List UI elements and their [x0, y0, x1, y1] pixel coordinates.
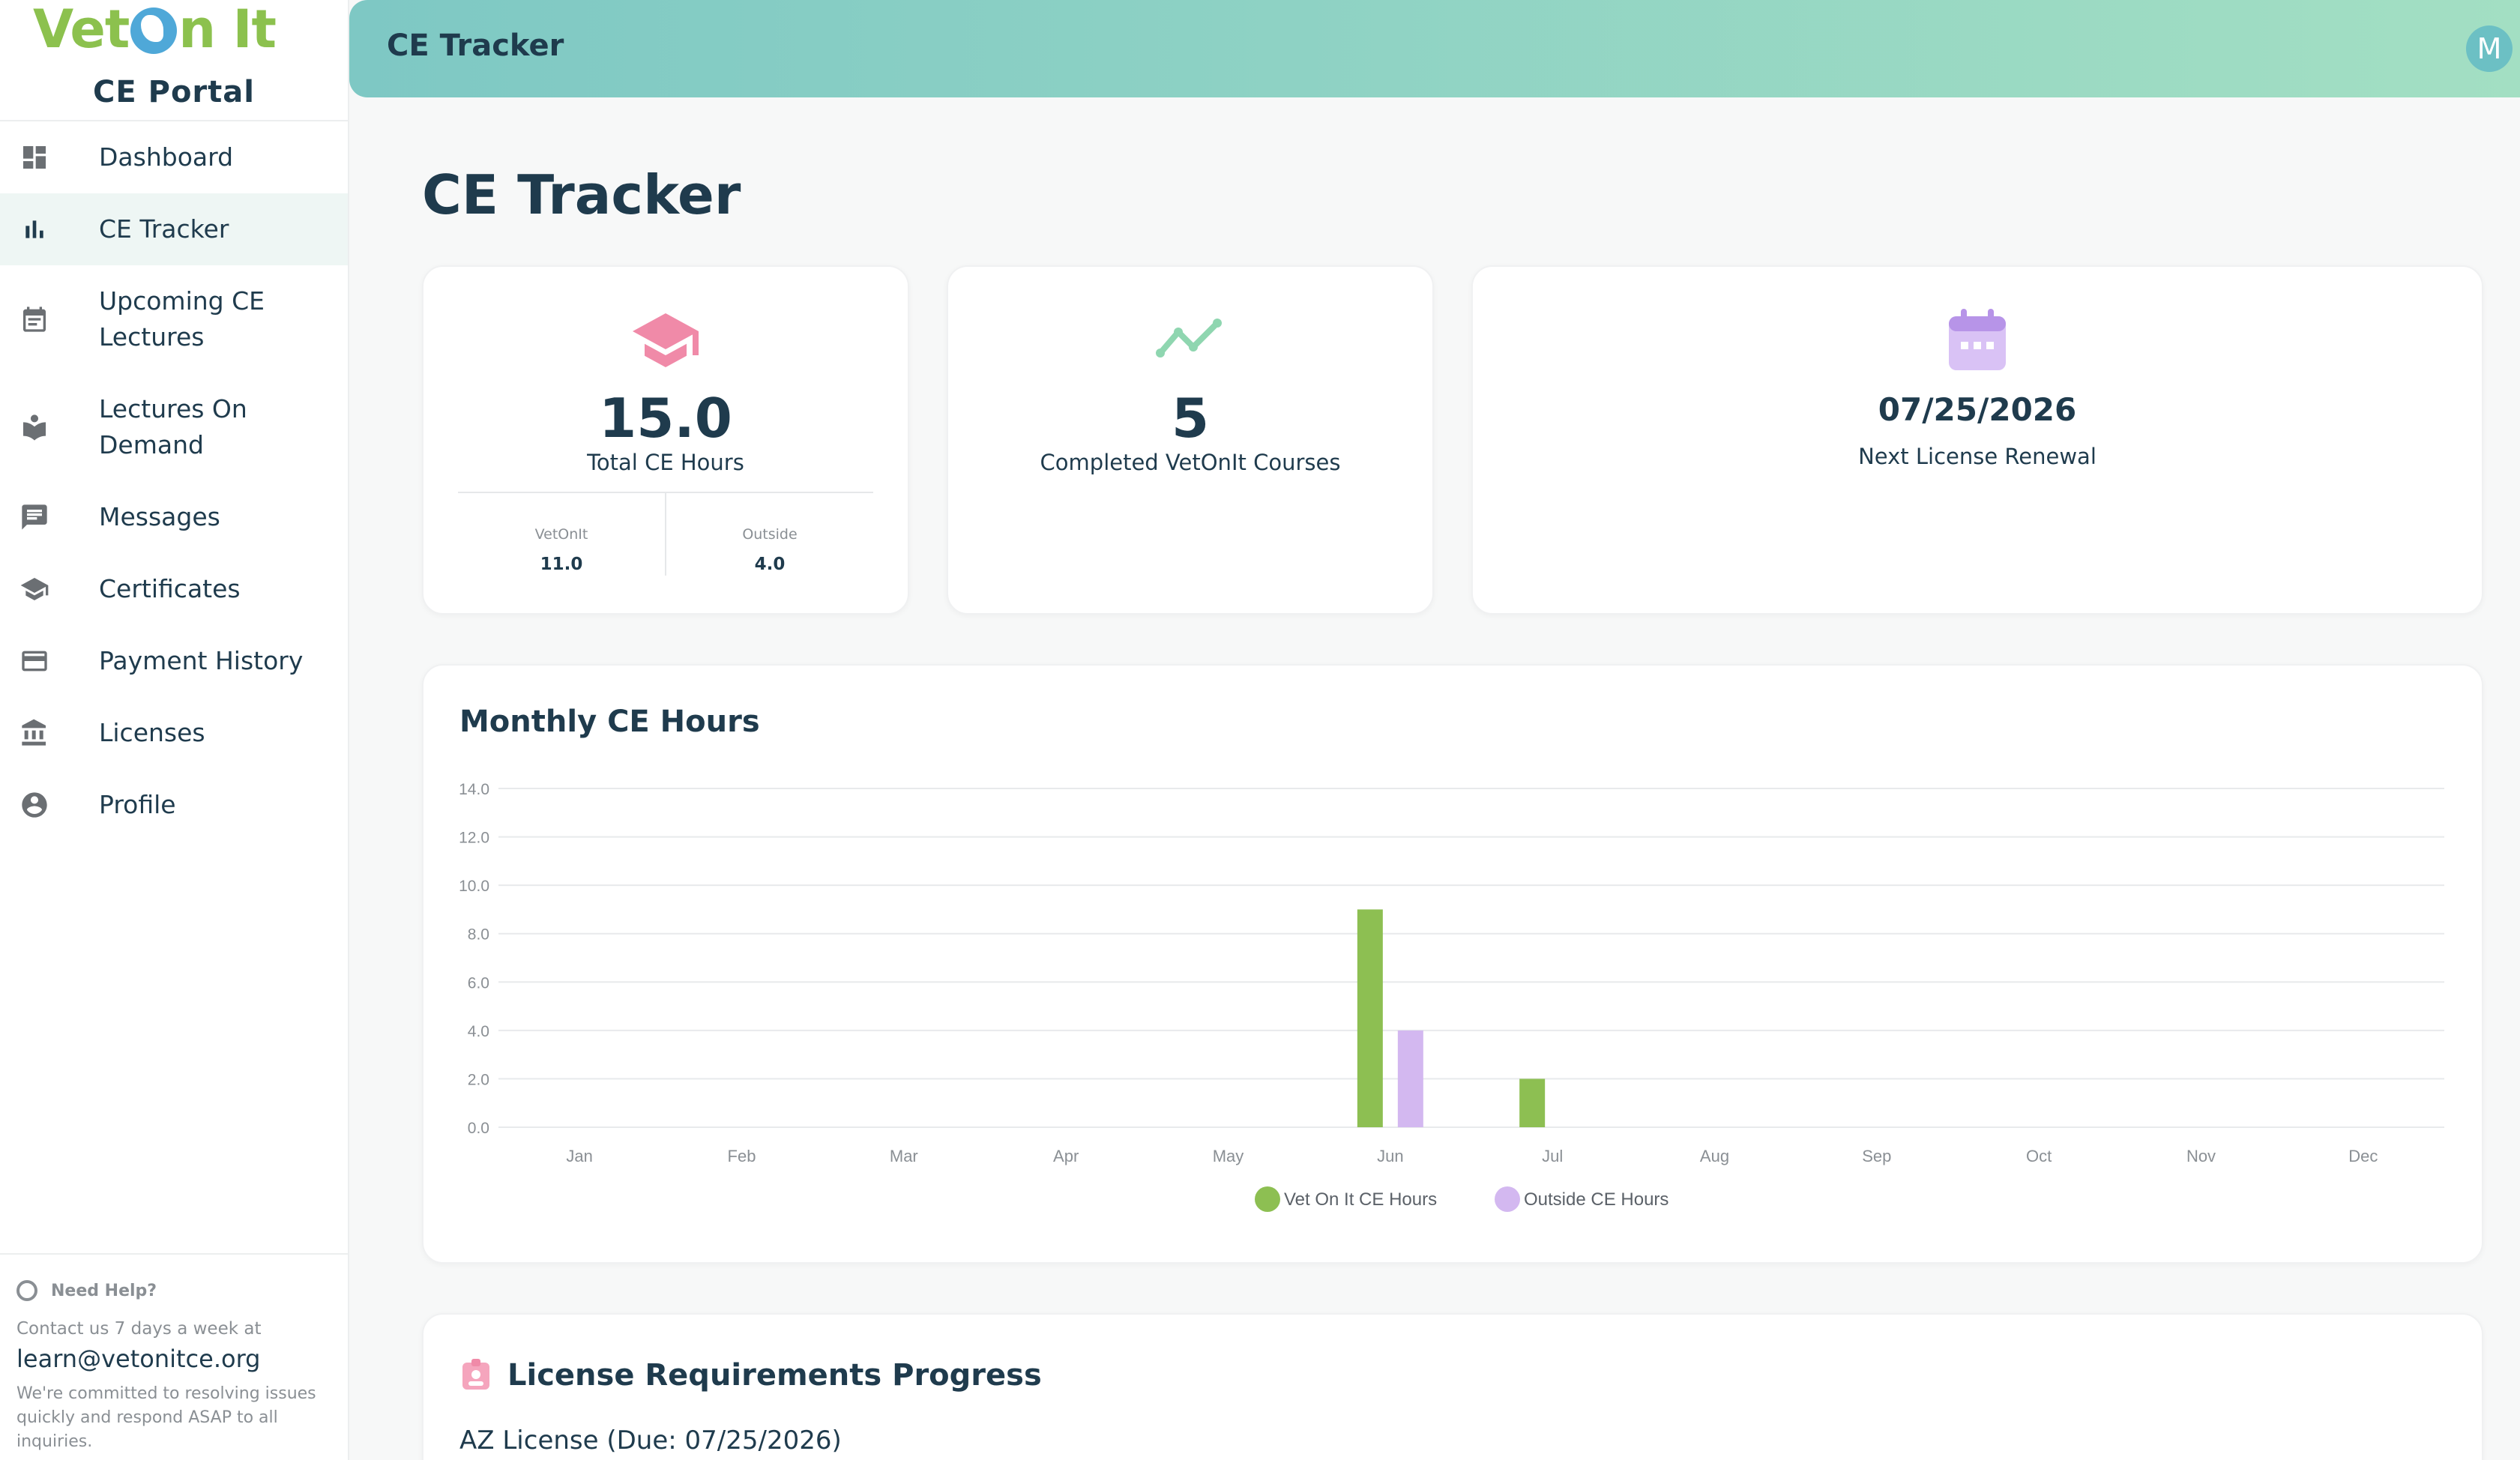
sidebar-item-label: Certificates [99, 574, 241, 603]
sidebar-item-label: Upcoming CE Lectures [99, 286, 265, 352]
sidebar-item-profile[interactable]: Profile [0, 769, 348, 841]
trending-up-icon [948, 312, 1432, 364]
credit-card-icon [18, 645, 51, 678]
x-tick-label: Jun [1377, 1147, 1403, 1165]
y-tick-label: 4.0 [468, 1023, 489, 1040]
monthly-hours-chart: 0.0 2.0 4.0 6.0 8.0 10.0 12.0 14.0 Jan Feb Mar Apr M… [459, 781, 2444, 1212]
outside-hours-value: 4.0 [754, 555, 786, 574]
completed-courses-label: Completed VetOnIt Courses [1040, 450, 1341, 475]
logo-text-left: Vet [33, 0, 130, 60]
sidebar-item-dashboard[interactable]: Dashboard [0, 121, 348, 193]
x-tick-label: May [1213, 1147, 1244, 1165]
page-title: CE Tracker [422, 163, 741, 226]
help-email-link[interactable]: learn@vetonitce.org [16, 1345, 261, 1373]
calendar-list-icon [18, 303, 51, 336]
sidebar-item-label: Dashboard [99, 142, 234, 172]
bar [1519, 1079, 1546, 1127]
graduation-cap-icon [423, 304, 908, 376]
account-circle-icon [18, 788, 51, 821]
help-note: We're committed to resolving issues quic… [16, 1384, 316, 1451]
total-hours-card: 15.0 Total CE Hours VetOnIt 11.0 Outside… [422, 265, 909, 615]
legend-label: Vet On It CE Hours [1284, 1189, 1437, 1210]
bank-icon [18, 717, 51, 749]
sidebar-item-label: Licenses [99, 718, 205, 747]
graduation-cap-icon [18, 573, 51, 606]
legend-swatch [1255, 1186, 1280, 1212]
header-title: CE Tracker [387, 28, 564, 63]
completed-courses-value: 5 [1171, 387, 1210, 450]
y-tick-label: 10.0 [459, 878, 489, 895]
y-tick-label: 6.0 [468, 974, 489, 992]
y-tick-label: 12.0 [459, 830, 489, 847]
avatar[interactable]: M [2466, 25, 2513, 72]
x-tick-label: Nov [2186, 1147, 2216, 1165]
logo-wordmark: Vet n It [33, 0, 277, 60]
x-tick-label: Aug [1700, 1147, 1729, 1165]
x-tick-label: Feb [728, 1147, 756, 1165]
sidebar-item-certificates[interactable]: Certificates [0, 553, 348, 625]
y-tick-label: 8.0 [468, 926, 489, 944]
sidebar-item-payment-history[interactable]: Payment History [0, 625, 348, 697]
help-section: Need Help? Contact us 7 days a week at l… [0, 1253, 348, 1454]
help-title-text: Need Help? [51, 1281, 157, 1300]
sidebar-item-lectures-on-demand[interactable]: Lectures On Demand [0, 373, 348, 481]
vetonit-hours-value: 11.0 [540, 555, 583, 574]
x-tick-label: Jan [566, 1147, 592, 1165]
dashboard-icon [18, 141, 51, 174]
logo-text-right: n It [178, 0, 277, 60]
help-contact-line: Contact us 7 days a week at [16, 1319, 262, 1339]
sidebar-item-ce-tracker[interactable]: CE Tracker [0, 193, 348, 265]
completed-courses-card: 5 Completed VetOnIt Courses [947, 265, 1434, 615]
calendar-icon [1473, 306, 2482, 375]
book-reader-icon [18, 411, 51, 444]
bar-chart-icon [18, 213, 51, 246]
renewal-date-value: 07/25/2026 [1878, 391, 2077, 428]
sidebar-item-label: Payment History [99, 646, 304, 675]
x-tick-label: Jul [1542, 1147, 1563, 1165]
sidebar-item-label: Lectures On Demand [99, 394, 247, 459]
badge-icon [461, 1358, 491, 1394]
globe-icon [130, 7, 178, 54]
total-hours-value: 15.0 [599, 387, 732, 450]
y-tick-label: 14.0 [459, 781, 489, 798]
lifebuoy-icon [16, 1280, 37, 1301]
x-tick-label: Mar [890, 1147, 918, 1165]
portal-name: CE Portal [93, 75, 255, 109]
bar [1357, 909, 1383, 1127]
sidebar: Vet n It CE Portal Dashboard CE Tracker … [0, 0, 349, 1460]
x-tick-label: Dec [2348, 1147, 2378, 1165]
y-tick-label: 2.0 [468, 1071, 489, 1088]
sidebar-nav: Dashboard CE Tracker Upcoming CE Lecture… [0, 121, 348, 841]
outside-hours: Outside 4.0 [665, 493, 873, 576]
legend-swatch [1495, 1186, 1520, 1212]
sidebar-item-licenses[interactable]: Licenses [0, 697, 348, 769]
sidebar-item-label: CE Tracker [99, 214, 229, 244]
hours-breakdown: VetOnIt 11.0 Outside 4.0 [458, 492, 873, 576]
x-tick-label: Sep [1862, 1147, 1891, 1165]
sidebar-item-label: Messages [99, 502, 220, 531]
license-requirements-card: License Requirements Progress AZ License… [422, 1313, 2483, 1460]
vetonit-hours: VetOnIt 11.0 [458, 493, 665, 576]
license-renewal-card: 07/25/2026 Next License Renewal [1471, 265, 2483, 615]
license-due-label: AZ License (Due: 07/25/2026) [459, 1426, 842, 1456]
x-tick-label: Apr [1053, 1147, 1079, 1165]
chart-title: Monthly CE Hours [459, 705, 760, 739]
requirements-title: License Requirements Progress [507, 1358, 1042, 1393]
y-tick-label: 0.0 [468, 1120, 489, 1137]
message-icon [18, 501, 51, 534]
monthly-hours-card: Monthly CE Hours 0.0 2.0 4.0 6.0 8.0 10.0 12.0… [422, 664, 2483, 1264]
renewal-date-label: Next License Renewal [1858, 444, 2097, 469]
bar [1397, 1030, 1423, 1127]
total-hours-label: Total CE Hours [587, 450, 744, 475]
top-header: CE Tracker M [349, 0, 2520, 97]
sidebar-item-messages[interactable]: Messages [0, 481, 348, 553]
x-tick-label: Oct [2026, 1147, 2052, 1165]
sidebar-item-upcoming-lectures[interactable]: Upcoming CE Lectures [0, 265, 348, 373]
sidebar-item-label: Profile [99, 790, 176, 819]
outside-hours-label: Outside [742, 526, 798, 543]
help-title: Need Help? [16, 1280, 331, 1301]
legend-label: Outside CE Hours [1524, 1189, 1669, 1210]
brand-logo[interactable]: Vet n It CE Portal [0, 0, 348, 121]
vetonit-hours-label: VetOnIt [534, 526, 588, 543]
